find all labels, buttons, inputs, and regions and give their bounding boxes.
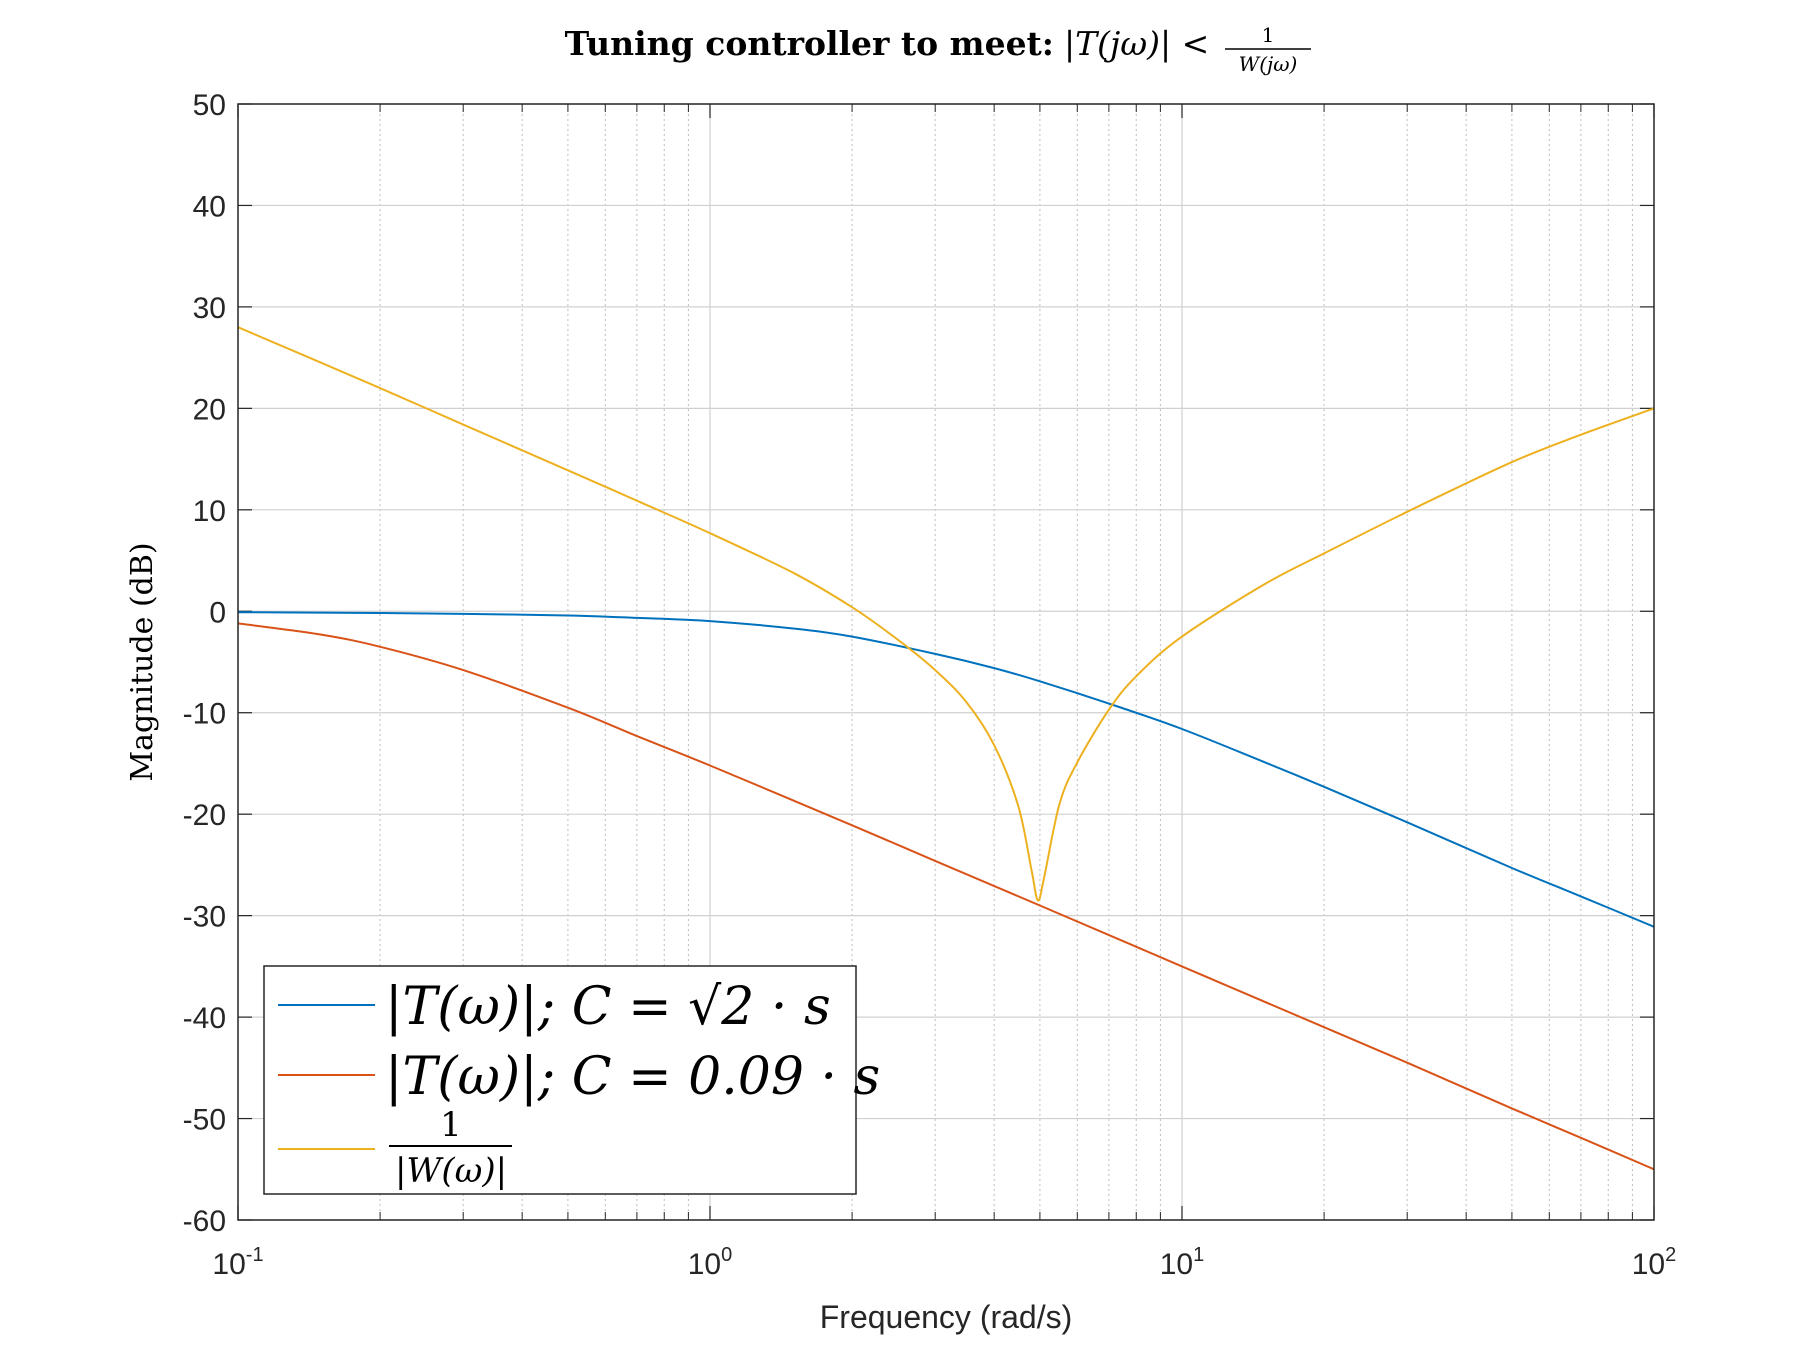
x-axis-title: Frequency (rad/s) — [820, 1299, 1073, 1335]
y-tick-label: 30 — [193, 292, 226, 325]
y-tick-label: 0 — [209, 596, 226, 629]
y-tick-label: 10 — [193, 495, 226, 528]
y-tick-label: -40 — [183, 1002, 226, 1035]
chart-title-fraction-denominator: W(jω) — [1239, 52, 1298, 76]
legend-label-t-sqrt2: |T(ω)|; C = √2 · s — [385, 977, 831, 1037]
x-tick-label-base: 10 — [688, 1248, 721, 1281]
y-tick-labels: 50 40 30 20 10 0 -10 -20 -30 -40 -50 -60 — [183, 89, 226, 1238]
series-line-inverse-w — [237, 326, 1655, 902]
x-tick-label-exponent: -1 — [246, 1244, 264, 1266]
series-line-t-sqrt2 — [237, 611, 1655, 928]
chart-title-text: Tuning controller to meet: — [565, 24, 1054, 63]
chart-title-fraction-numerator: 1 — [1262, 23, 1275, 47]
y-tick-label: -60 — [183, 1205, 226, 1238]
y-tick-label: 20 — [193, 393, 226, 426]
legend-label-inverse-w-denominator: |W(ω)| — [395, 1151, 507, 1191]
y-tick-label: -30 — [183, 901, 226, 934]
x-tick-label-base: 10 — [1632, 1248, 1665, 1281]
x-tick-label-exponent: 0 — [721, 1244, 732, 1266]
y-tick-label: -50 — [183, 1104, 226, 1137]
x-tick-label-exponent: 2 — [1665, 1244, 1676, 1266]
legend: |T(ω)|; C = √2 · s |T(ω)|; C = 0.09 · s … — [263, 965, 880, 1195]
plot-frame — [237, 103, 1655, 1221]
legend-label-t-009: |T(ω)|; C = 0.09 · s — [385, 1047, 880, 1107]
x-tick-label-base: 10 — [212, 1248, 245, 1281]
series-line-t-009 — [237, 622, 1655, 1171]
chart-title-math: |T(jω)| < — [1064, 24, 1209, 63]
y-tick-label: 40 — [193, 190, 226, 223]
legend-label-inverse-w-numerator: 1 — [440, 1105, 462, 1145]
x-tick-label: 101 — [1160, 1244, 1205, 1281]
chart-title: Tuning controller to meet: |T(jω)| < 1 W… — [565, 23, 1311, 76]
y-tick-label: 50 — [193, 89, 226, 122]
y-tick-label: -10 — [183, 698, 226, 731]
x-tick-label: 10-1 — [212, 1244, 263, 1281]
x-tick-label: 102 — [1632, 1244, 1677, 1281]
y-axis-title: Magnitude (dB) — [125, 542, 160, 781]
series-group — [237, 326, 1655, 1171]
x-tick-label-exponent: 1 — [1193, 1244, 1204, 1266]
x-tick-label-base: 10 — [1160, 1248, 1193, 1281]
y-tick-label: -20 — [183, 799, 226, 832]
x-tick-labels: 10-1 100 101 102 — [212, 1244, 1676, 1281]
x-tick-label: 100 — [688, 1244, 733, 1281]
